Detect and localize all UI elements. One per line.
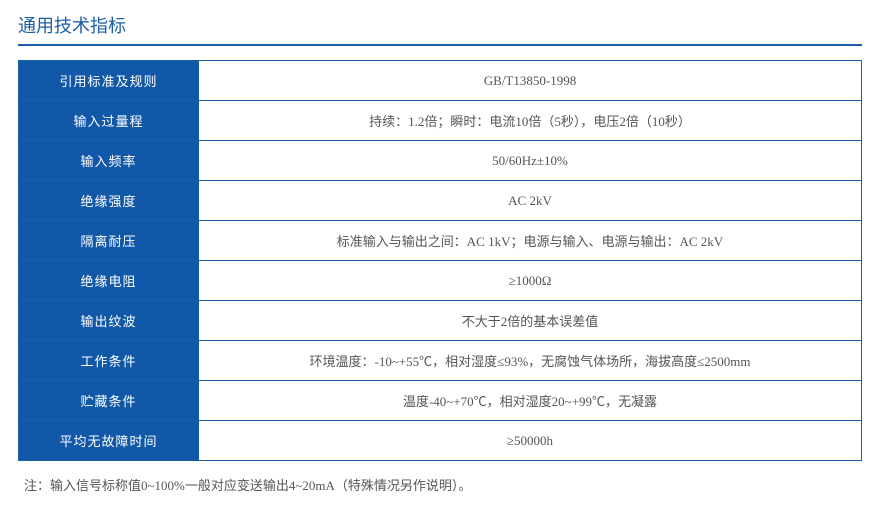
- footnote: 注：输入信号标称值0~100%一般对应变送输出4~20mA（特殊情况另作说明）。: [18, 475, 862, 494]
- row-value: 环境温度：-10~+55℃，相对湿度≤93%，无腐蚀气体场所，海拔高度≤2500…: [199, 341, 862, 381]
- table-row: 绝缘强度 AC 2kV: [19, 181, 862, 221]
- table-row: 输出纹波 不大于2倍的基本误差值: [19, 301, 862, 341]
- row-value: ≥50000h: [199, 421, 862, 461]
- section-title: 通用技术指标: [18, 12, 862, 46]
- row-label: 引用标准及规则: [19, 61, 199, 101]
- table-row: 贮藏条件 温度-40~+70℃，相对湿度20~+99℃，无凝露: [19, 381, 862, 421]
- row-value: GB/T13850-1998: [199, 61, 862, 101]
- table-row: 绝缘电阻 ≥1000Ω: [19, 261, 862, 301]
- row-label: 输入频率: [19, 141, 199, 181]
- spec-table: 引用标准及规则 GB/T13850-1998 输入过量程 持续：1.2倍；瞬时：…: [18, 60, 862, 461]
- row-label: 输出纹波: [19, 301, 199, 341]
- row-label: 工作条件: [19, 341, 199, 381]
- row-value: 标准输入与输出之间：AC 1kV；电源与输入、电源与输出：AC 2kV: [199, 221, 862, 261]
- row-label: 贮藏条件: [19, 381, 199, 421]
- row-value: 温度-40~+70℃，相对湿度20~+99℃，无凝露: [199, 381, 862, 421]
- row-label: 绝缘电阻: [19, 261, 199, 301]
- row-label: 绝缘强度: [19, 181, 199, 221]
- table-row: 引用标准及规则 GB/T13850-1998: [19, 61, 862, 101]
- row-value: AC 2kV: [199, 181, 862, 221]
- table-row: 隔离耐压 标准输入与输出之间：AC 1kV；电源与输入、电源与输出：AC 2kV: [19, 221, 862, 261]
- row-value: ≥1000Ω: [199, 261, 862, 301]
- table-row: 输入过量程 持续：1.2倍；瞬时：电流10倍（5秒），电压2倍（10秒）: [19, 101, 862, 141]
- table-row: 工作条件 环境温度：-10~+55℃，相对湿度≤93%，无腐蚀气体场所，海拔高度…: [19, 341, 862, 381]
- row-label: 输入过量程: [19, 101, 199, 141]
- row-value: 50/60Hz±10%: [199, 141, 862, 181]
- row-label: 隔离耐压: [19, 221, 199, 261]
- table-row: 平均无故障时间 ≥50000h: [19, 421, 862, 461]
- row-label: 平均无故障时间: [19, 421, 199, 461]
- row-value: 不大于2倍的基本误差值: [199, 301, 862, 341]
- table-row: 输入频率 50/60Hz±10%: [19, 141, 862, 181]
- row-value: 持续：1.2倍；瞬时：电流10倍（5秒），电压2倍（10秒）: [199, 101, 862, 141]
